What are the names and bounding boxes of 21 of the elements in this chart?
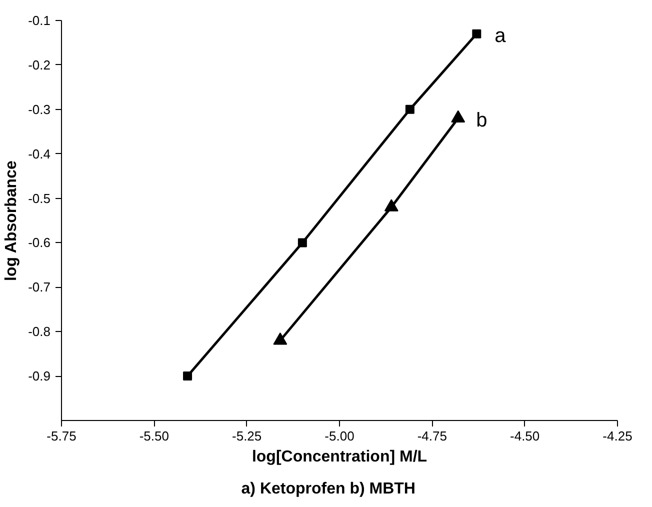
y-tick-label: -0.7 [28,280,51,295]
y-tick-label: -0.2 [28,57,51,72]
y-tick-label: -0.4 [28,146,51,162]
x-tick-label: -4.50 [510,428,540,444]
x-axis-title: log[Concentration] M/L [252,448,428,466]
x-tick-label: -5.75 [46,428,76,444]
x-tick-label: -4.75 [417,428,447,444]
y-axis-title: log Absorbance [3,160,20,281]
x-tick-label: -4.25 [602,428,632,444]
series-label: b [476,109,488,132]
x-tick-label: -5.50 [139,428,169,444]
y-tick-label: -0.5 [28,190,51,206]
y-tick-label: -0.8 [28,324,51,340]
text: a) Ketoprofen b) MBTH [241,480,416,498]
y-tick-label: -0.9 [28,368,51,384]
x-tick-label: -5.00 [324,428,354,444]
y-tick-label: -0.3 [28,102,51,117]
series-label: a [494,24,507,47]
y-tick-label: -0.6 [28,235,51,250]
x-tick-label: -5.25 [232,428,262,444]
y-tick-label: -0.1 [28,13,51,28]
